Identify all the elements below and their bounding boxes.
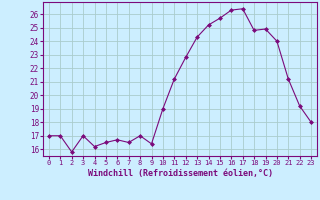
X-axis label: Windchill (Refroidissement éolien,°C): Windchill (Refroidissement éolien,°C) — [87, 169, 273, 178]
